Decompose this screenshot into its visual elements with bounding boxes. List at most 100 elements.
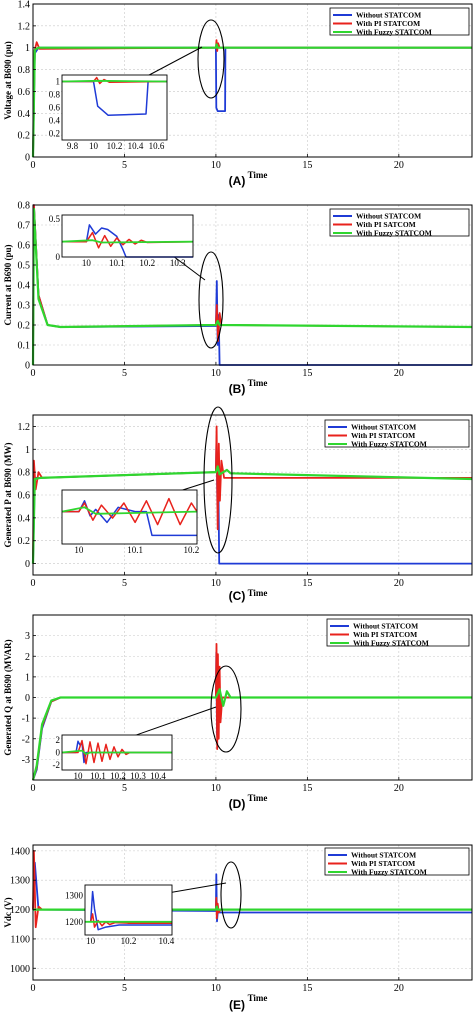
legend-entry: With PI STATCOM [353, 630, 417, 639]
x-tick-label: 10 [211, 160, 221, 171]
inset-background [62, 215, 193, 257]
y-tick-label: 3 [25, 631, 30, 642]
x-tick-label: 15 [302, 160, 312, 171]
x-tick-label: 0 [31, 368, 36, 379]
y-tick-label: 2 [25, 652, 30, 663]
x-tick-label: 0 [31, 160, 36, 171]
x-axis-label: Time [248, 378, 268, 388]
y-axis-label: Voltage at B690 (pu) [3, 41, 13, 119]
inset-x-tick-label: 10 [89, 141, 99, 151]
legend-entry: Without STATCOM [351, 851, 416, 860]
inset-x-tick-label: 10 [82, 258, 92, 268]
inset-y-tick-label: 2 [56, 735, 61, 745]
legend-entry: Without STATCOM [356, 11, 421, 20]
x-tick-label: 10 [211, 783, 221, 794]
y-tick-label: 0 [25, 693, 30, 704]
inset-y-tick-label: 1 [56, 77, 61, 87]
zoom-ellipse [220, 861, 242, 929]
y-tick-label: 1200 [10, 905, 30, 916]
y-tick-label: -3 [22, 755, 30, 766]
inset-frame [61, 734, 173, 771]
inset-x-tick-label: 10 [86, 936, 96, 946]
inset-y-tick-label: 0 [56, 252, 61, 262]
inset-series-pi [85, 913, 172, 928]
y-tick-label: 0.2 [18, 131, 31, 142]
y-tick-label: 0.4 [18, 513, 31, 524]
legend-entry: Without STATCOM [356, 212, 421, 221]
plot-frame [32, 844, 473, 981]
x-tick-label: 20 [394, 783, 404, 794]
inset-y-tick-label: 1300 [65, 891, 84, 901]
legend-box [329, 208, 470, 237]
chart-panel-E: 0 5 10 15 20 1000 1100 1200 1300 1400 Time Vdc (V) W… [3, 844, 473, 1012]
inset-frame [61, 74, 168, 141]
x-tick-label: 5 [122, 160, 127, 171]
inset-chart-B: 10 10.1 10.2 10.3 0 0.5 [49, 214, 194, 268]
inset-chart-C: 10 10.1 10.2 [61, 489, 200, 555]
x-tick-label: 15 [302, 783, 312, 794]
x-tick-label: 15 [302, 983, 312, 994]
y-tick-label: 0 [25, 559, 30, 570]
y-axis-label: Vdc (V) [3, 897, 13, 927]
inset-x-tick-label: 10.2 [184, 545, 200, 555]
inset-x-tick-label: 10.1 [90, 771, 106, 781]
inset-frame [84, 884, 173, 936]
panel-label-A: (A) [229, 174, 246, 188]
legend-entry: With PI SATCOM [356, 220, 416, 229]
series-line-without [32, 46, 472, 158]
inset-x-tick-label: 10.6 [149, 141, 165, 151]
inset-background [62, 75, 167, 140]
inset-y-tick-label: 0.4 [49, 116, 61, 126]
x-tick-label: 0 [31, 983, 36, 994]
inset-chart-E: 10 10.2 10.4 1200 1300 [65, 884, 175, 946]
y-tick-label: 0.4 [18, 109, 31, 120]
inset-series-pi [62, 231, 194, 249]
y-tick-label: 1100 [10, 934, 30, 945]
legend-entry: With PI STATCOM [351, 859, 415, 868]
inset-x-tick-label: 10.4 [150, 771, 166, 781]
inset-x-tick-label: 10.3 [170, 258, 186, 268]
inset-x-tick-label: 10.1 [127, 545, 143, 555]
legend-entry: With PI STATCOM [356, 19, 420, 28]
panel-label-E: (E) [229, 998, 245, 1012]
legend-entry: Without STATCOM [351, 423, 416, 432]
series-line-pi [32, 425, 472, 564]
y-tick-label: 0.3 [18, 301, 31, 312]
chart-panel-B: 0 5 10 15 20 0 0.1 0.2 0.3 0.4 0.5 0.6 0.7 0.8 Time Cur… [3, 201, 473, 396]
y-tick-label: 0.8 [18, 201, 31, 212]
x-tick-label: 5 [122, 983, 127, 994]
inset-series-without [85, 890, 172, 931]
panel-label-D: (D) [229, 797, 246, 811]
x-tick-label: 5 [122, 578, 127, 589]
y-tick-label: 1.2 [18, 422, 31, 433]
legend-box [329, 7, 470, 36]
legend-entry: With PI STATCOM [351, 431, 415, 440]
y-tick-label: 1300 [10, 876, 30, 887]
inset-series-fuzzy [61, 506, 198, 515]
inset-series-without [62, 224, 193, 258]
y-tick-label: 0.5 [18, 261, 31, 272]
inset-y-tick-label: -2 [53, 760, 61, 770]
x-axis-label: Time [248, 993, 268, 1003]
inset-y-tick-label: 0.8 [49, 90, 61, 100]
x-tick-label: 0 [31, 783, 36, 794]
x-axis-label: Time [248, 588, 268, 598]
series-line-fuzzy [31, 43, 472, 158]
y-tick-label: 0.7 [18, 221, 31, 232]
legend-entry: With Fuzzy STATCOM [356, 28, 432, 37]
x-tick-label: 20 [394, 368, 404, 379]
series-line-fuzzy [31, 207, 473, 366]
y-tick-label: -2 [22, 734, 30, 745]
series-line-fuzzy [31, 465, 473, 564]
legend-entry: With Fuzzy STATCOM [351, 868, 427, 877]
zoom-ellipse [198, 251, 224, 349]
inset-y-tick-label: 0 [56, 748, 61, 758]
y-tick-label: 1400 [10, 846, 30, 857]
series-line-pi [32, 850, 472, 929]
y-tick-label: 0.8 [18, 65, 31, 76]
y-tick-label: 1000 [10, 964, 30, 975]
inset-x-tick-label: 10.3 [130, 771, 146, 781]
inset-background [85, 885, 172, 935]
legend-entry: With Fuzzy STATCOM [356, 229, 432, 238]
x-tick-label: 10 [211, 578, 221, 589]
